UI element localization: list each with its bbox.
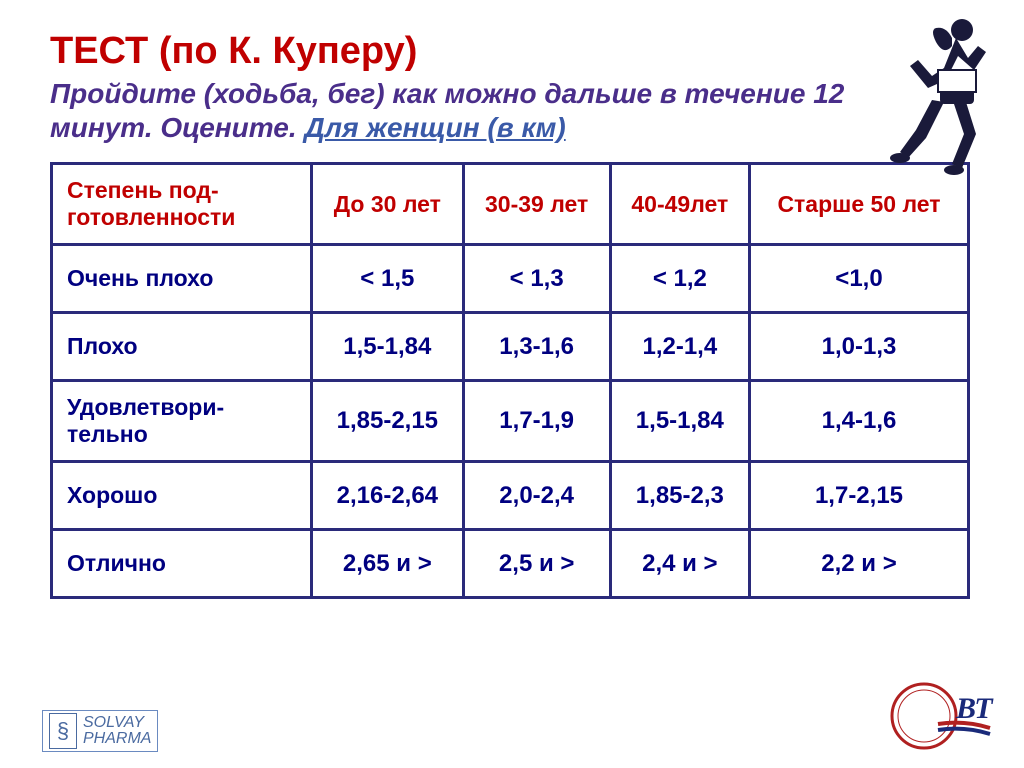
cell: 1,5-1,84 xyxy=(312,313,464,381)
slide-subtitle: Пройдите (ходьба, бег) как можно дальше … xyxy=(50,77,870,144)
solvay-text: SOLVAY PHARMA xyxy=(83,715,151,747)
footer-left-logo: § SOLVAY PHARMA xyxy=(42,710,158,752)
table-row: Очень плохо < 1,5 < 1,3 < 1,2 <1,0 xyxy=(52,245,969,313)
row-label: Хорошо xyxy=(52,462,312,530)
cell: 1,0-1,3 xyxy=(750,313,969,381)
cell: 1,5-1,84 xyxy=(610,381,749,462)
cell: 1,2-1,4 xyxy=(610,313,749,381)
title-block: ТЕСТ (по К. Куперу) Пройдите (ходьба, бе… xyxy=(50,30,870,144)
solvay-line2: PHARMA xyxy=(83,731,151,747)
row-label: Плохо xyxy=(52,313,312,381)
cell: < 1,3 xyxy=(463,245,610,313)
row-label: Удовлетвори-тельно xyxy=(52,381,312,462)
cell: 2,2 и > xyxy=(750,530,969,598)
table-body: Очень плохо < 1,5 < 1,3 < 1,2 <1,0 Плохо… xyxy=(52,245,969,598)
solvay-emblem-icon: § xyxy=(49,713,77,749)
cell: <1,0 xyxy=(750,245,969,313)
cell: 1,85-2,3 xyxy=(610,462,749,530)
footer-right-badge: ВТ xyxy=(886,676,996,756)
col-header-under30: До 30 лет xyxy=(312,164,464,245)
cell: 2,16-2,64 xyxy=(312,462,464,530)
cell: 1,4-1,6 xyxy=(750,381,969,462)
vt-badge-icon: ВТ xyxy=(886,676,996,756)
table-row: Удовлетвори-тельно 1,85-2,15 1,7-1,9 1,5… xyxy=(52,381,969,462)
cell: 2,0-2,4 xyxy=(463,462,610,530)
col-header-level: Степень под-готовленности xyxy=(52,164,312,245)
cell: 1,7-1,9 xyxy=(463,381,610,462)
runner-illustration xyxy=(874,8,1004,188)
badge-text: ВТ xyxy=(955,692,994,725)
slide-title: ТЕСТ (по К. Куперу) xyxy=(50,30,870,73)
cell: 1,7-2,15 xyxy=(750,462,969,530)
table-row: Хорошо 2,16-2,64 2,0-2,4 1,85-2,3 1,7-2,… xyxy=(52,462,969,530)
solvay-box: § SOLVAY PHARMA xyxy=(42,710,158,752)
row-label: Очень плохо xyxy=(52,245,312,313)
subtitle-link: Для женщин (в км) xyxy=(304,112,565,143)
cell: < 1,2 xyxy=(610,245,749,313)
cell: 2,65 и > xyxy=(312,530,464,598)
col-header-30-39: 30-39 лет xyxy=(463,164,610,245)
cell: 1,3-1,6 xyxy=(463,313,610,381)
running-woman-icon xyxy=(874,8,1004,188)
cell: 2,4 и > xyxy=(610,530,749,598)
table-row: Отлично 2,65 и > 2,5 и > 2,4 и > 2,2 и > xyxy=(52,530,969,598)
slide: ТЕСТ (по К. Куперу) Пройдите (ходьба, бе… xyxy=(0,0,1024,768)
solvay-line1: SOLVAY xyxy=(83,715,151,731)
row-label: Отлично xyxy=(52,530,312,598)
cell: 1,85-2,15 xyxy=(312,381,464,462)
cooper-test-table: Степень под-готовленности До 30 лет 30-3… xyxy=(50,162,970,599)
table-header-row: Степень под-готовленности До 30 лет 30-3… xyxy=(52,164,969,245)
col-header-40-49: 40-49лет xyxy=(610,164,749,245)
cell: < 1,5 xyxy=(312,245,464,313)
cell: 2,5 и > xyxy=(463,530,610,598)
table-row: Плохо 1,5-1,84 1,3-1,6 1,2-1,4 1,0-1,3 xyxy=(52,313,969,381)
